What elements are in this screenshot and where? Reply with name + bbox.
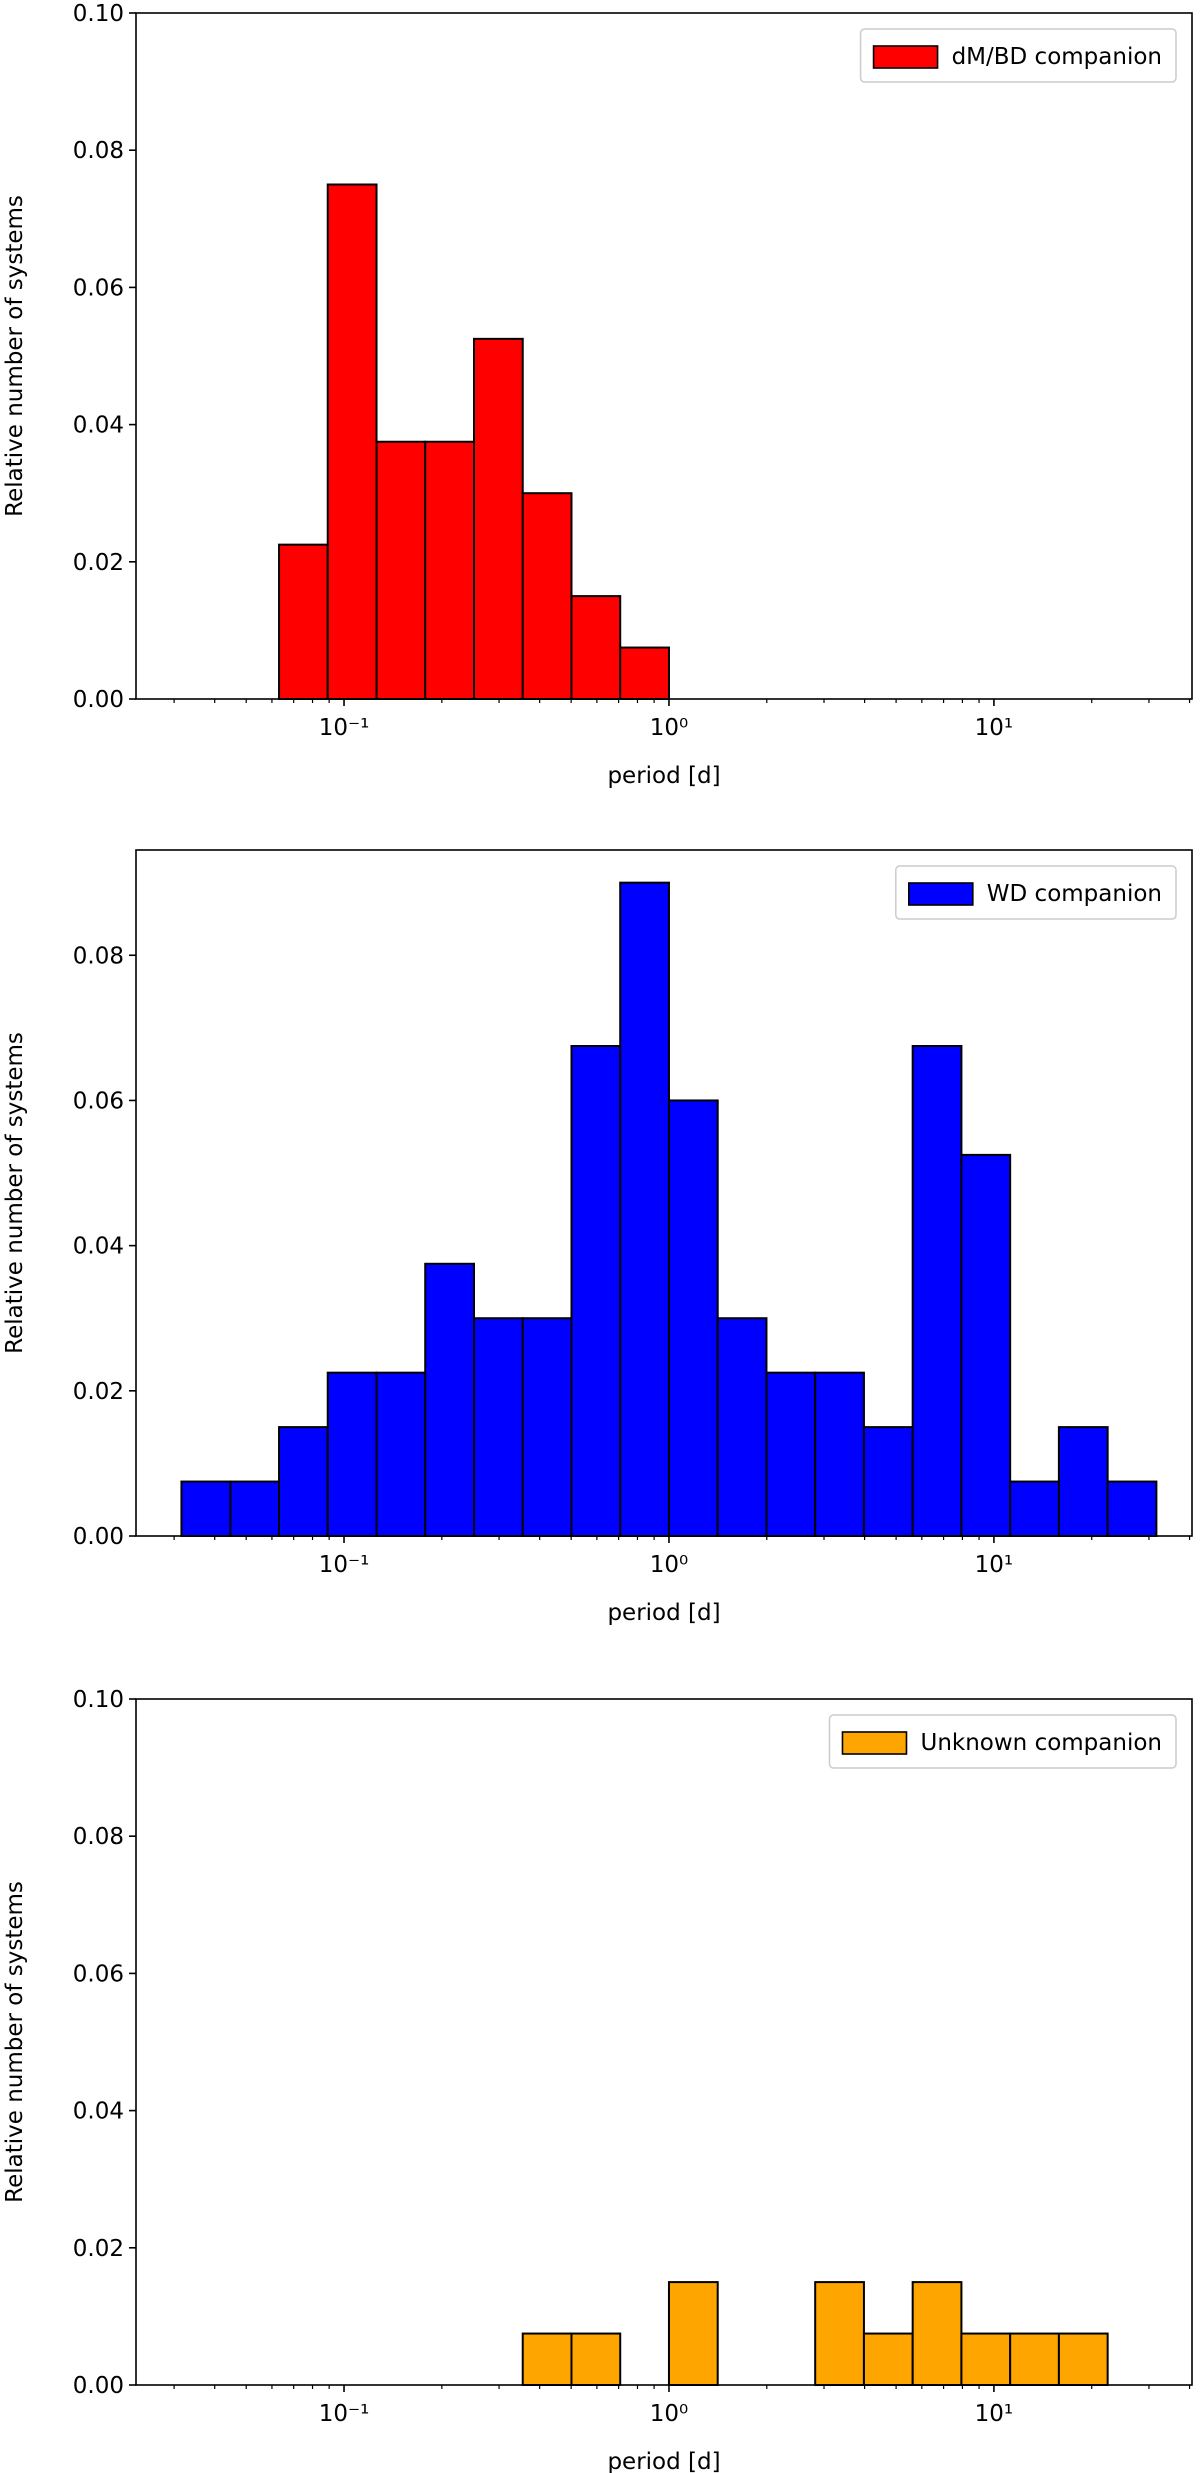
- x-axis-label: period [d]: [607, 1600, 720, 1626]
- bar: [862, 1426, 914, 1537]
- x-tick-label: 10⁰: [650, 715, 689, 741]
- bar: [911, 2281, 963, 2387]
- y-tick-label: 0.06: [73, 1088, 124, 1114]
- bar: [1009, 1480, 1060, 1537]
- y-tick-label: 0.08: [73, 943, 124, 969]
- bar: [570, 1045, 622, 1537]
- legend-label: Unknown companion: [920, 1730, 1162, 1756]
- legend-label: dM/BD companion: [952, 44, 1162, 70]
- bar: [375, 440, 427, 700]
- y-tick-label: 0.08: [73, 138, 124, 164]
- axes-frame: [135, 849, 1193, 1537]
- y-tick-label: 0.04: [73, 1234, 124, 1260]
- bar: [180, 1480, 232, 1537]
- y-tick-label: 0.04: [73, 413, 124, 439]
- bar: [1057, 2332, 1109, 2387]
- legend-swatch: [907, 882, 974, 906]
- bar: [229, 1480, 281, 1537]
- x-tick-label: 10⁻¹: [319, 1552, 370, 1578]
- bar: [473, 337, 524, 700]
- y-tick-label: 0.10: [73, 1687, 124, 1713]
- y-tick-label: 0.10: [73, 1, 124, 27]
- legend: WD companion: [895, 865, 1177, 920]
- bar: [326, 183, 378, 700]
- legend: dM/BD companion: [859, 28, 1177, 83]
- bar: [424, 440, 476, 700]
- bar: [1009, 2332, 1060, 2387]
- y-tick-label: 0.00: [73, 1524, 124, 1550]
- y-tick-label: 0.08: [73, 1824, 124, 1850]
- bar: [814, 2281, 865, 2387]
- y-axis-label: Relative number of systems: [2, 1881, 28, 2203]
- bar: [960, 2332, 1012, 2387]
- bar: [960, 1153, 1012, 1538]
- y-tick-label: 0.02: [73, 1379, 124, 1405]
- y-tick-label: 0.02: [73, 550, 124, 576]
- bar: [667, 2281, 719, 2387]
- bar: [716, 1317, 768, 1537]
- axes-frame: [135, 12, 1193, 700]
- bar: [570, 2332, 622, 2387]
- legend-swatch: [872, 45, 939, 69]
- bar: [1057, 1426, 1109, 1537]
- bar: [521, 1317, 573, 1537]
- y-axis-label: Relative number of systems: [2, 195, 28, 517]
- legend-frame: [859, 28, 1177, 83]
- bar: [667, 1099, 719, 1537]
- bar: [619, 881, 670, 1537]
- chart-panel: 0.00 0.02 0.04 0.06 0.08 0.10 10⁻¹ 10⁰ 10¹ period…: [2, 1, 1193, 789]
- axes-frame: [135, 1698, 1193, 2386]
- bar: [862, 2332, 914, 2387]
- x-tick-label: 10⁰: [650, 2401, 689, 2427]
- bar: [521, 2332, 573, 2387]
- x-tick-label: 10⁰: [650, 1552, 689, 1578]
- x-axis-label: period [d]: [607, 763, 720, 789]
- bar: [911, 1045, 963, 1537]
- y-tick-label: 0.00: [73, 2373, 124, 2399]
- chart-panel: 0.00 0.02 0.04 0.06 0.08 0.10 10⁻¹ 10⁰ 10¹ period…: [2, 1687, 1193, 2473]
- x-axis-label: period [d]: [607, 2449, 720, 2473]
- x-tick-label: 10¹: [975, 2401, 1014, 2427]
- y-tick-label: 0.04: [73, 2099, 124, 2125]
- bar: [1106, 1480, 1158, 1537]
- y-tick-label: 0.02: [73, 2236, 124, 2262]
- x-tick-label: 10⁻¹: [319, 2401, 370, 2427]
- bar: [375, 1371, 427, 1537]
- legend-swatch: [841, 1731, 908, 1755]
- bar: [814, 1371, 865, 1537]
- bar: [473, 1317, 524, 1537]
- y-tick-label: 0.06: [73, 1961, 124, 1987]
- bar: [570, 595, 622, 700]
- x-tick-label: 10⁻¹: [319, 715, 370, 741]
- bar: [521, 492, 573, 701]
- y-tick-label: 0.06: [73, 275, 124, 301]
- y-axis-label: Relative number of systems: [2, 1032, 28, 1354]
- bar: [765, 1371, 817, 1537]
- bar: [278, 543, 329, 701]
- bar: [326, 1371, 378, 1537]
- chart-panel: 0.00 0.02 0.04 0.06 0.08 10⁻¹ 10⁰ 10¹ period [d]…: [2, 849, 1193, 1626]
- bar: [278, 1426, 329, 1537]
- legend: Unknown companion: [828, 1714, 1177, 1769]
- bar: [424, 1262, 476, 1538]
- bar: [619, 646, 670, 700]
- y-tick-label: 0.00: [73, 687, 124, 713]
- x-tick-label: 10¹: [975, 1552, 1014, 1578]
- legend-label: WD companion: [987, 881, 1162, 907]
- x-tick-label: 10¹: [975, 715, 1014, 741]
- legend-frame: [828, 1714, 1177, 1769]
